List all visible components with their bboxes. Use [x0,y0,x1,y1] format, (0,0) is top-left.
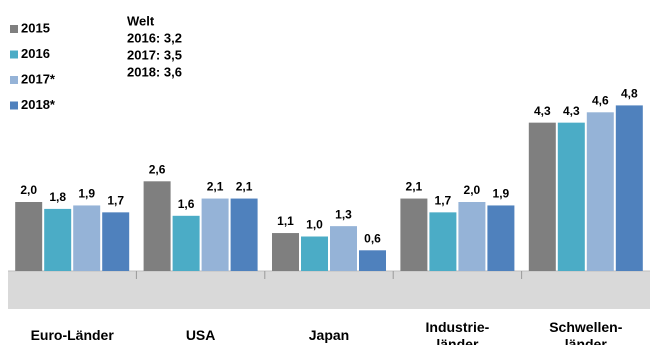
value-label: 1,9 [78,187,95,201]
x-tick-label: USA [185,327,216,343]
annotation: 2017: 3,5 [127,47,182,62]
bar [143,181,171,271]
legend-label: 2018* [21,97,56,112]
value-label: 2,1 [207,180,224,194]
legend-swatch [10,101,18,110]
value-label: 1,1 [277,214,294,228]
annotation: Welt [127,13,155,28]
bar [301,236,328,271]
bar [429,212,457,271]
annotation: 2016: 3,2 [127,30,182,45]
value-label: 2,1 [406,180,423,194]
value-label: 0,6 [364,231,381,245]
bar [230,198,258,271]
x-tick-label: Schwellen- länder [549,319,623,345]
value-label: 2,0 [464,183,481,197]
value-label: 4,3 [563,104,580,118]
floor [8,271,650,309]
value-label: 2,1 [236,180,253,194]
value-label: 2,6 [149,162,166,176]
bar [458,202,486,271]
value-label: 1,7 [435,194,452,208]
value-label: 1,9 [493,187,510,201]
bar [44,208,72,271]
bar [172,215,200,271]
bar [102,212,130,271]
value-label: 4,8 [621,87,638,101]
annotation: 2018: 3,6 [127,64,182,79]
bar [487,205,515,271]
x-tick-label: Industrie- länder [425,319,490,345]
value-label: 1,7 [107,194,124,208]
value-label: 1,3 [335,207,352,221]
bar [528,122,556,272]
x-tick-label: Euro-Länder [30,327,114,343]
value-label: 2,0 [20,183,37,197]
bar [272,233,299,271]
bar [615,105,643,272]
bar [201,198,229,271]
value-label: 4,3 [534,104,551,118]
legend-label: 2015 [21,20,50,35]
bar [73,205,101,271]
x-tick-label: Japan [308,327,350,343]
legend-swatch [10,25,18,33]
value-label: 4,6 [592,93,609,107]
value-label: 1,0 [306,218,323,232]
bar [557,122,585,272]
legend-swatch [10,76,18,84]
bar [15,202,43,271]
bar [586,112,614,271]
legend-swatch [10,50,18,59]
bar [359,250,386,271]
bar [330,226,357,271]
bar [400,198,428,271]
value-label: 1,6 [178,197,195,211]
legend-label: 2017* [21,71,56,86]
value-label: 1,8 [49,190,66,204]
legend-label: 2016 [21,46,50,61]
